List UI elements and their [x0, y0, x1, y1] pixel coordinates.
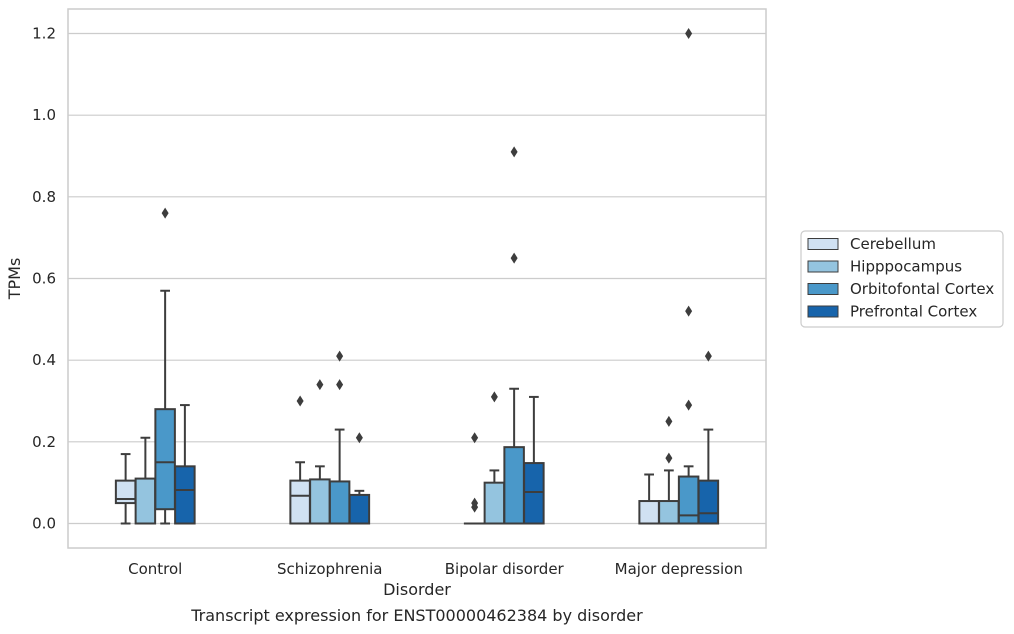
box-body [697, 479, 720, 525]
outlier-point [704, 350, 712, 362]
y-tick-label: 1.2 [32, 25, 56, 43]
outlier-point [510, 146, 518, 158]
y-axis-label: TPMs [5, 258, 24, 301]
box-orbitofontal-cortex [677, 28, 700, 525]
legend-swatch [807, 238, 839, 250]
box-body [658, 500, 680, 525]
x-tick-label: Schizophrenia [277, 560, 382, 578]
y-tick-label: 0.4 [32, 351, 56, 369]
box-prefrontal-cortex [523, 395, 545, 525]
box-body [638, 500, 660, 525]
box-hipppocampus [483, 391, 506, 525]
outlier-point [665, 415, 673, 427]
box-prefrontal-cortex [174, 404, 196, 525]
outlier-point [685, 28, 693, 39]
outlier-point [471, 432, 479, 444]
box-cerebellum [289, 395, 311, 525]
legend-label: Orbitofontal Cortex [850, 280, 994, 298]
legend-item: Hipppocampus [807, 258, 962, 276]
outlier-point [685, 399, 693, 411]
outlier-point [336, 379, 344, 391]
box-cerebellum [463, 432, 486, 525]
legend-label: Prefrontal Cortex [850, 303, 977, 321]
box-body [348, 493, 371, 525]
x-tick-label: Control [128, 560, 182, 578]
y-axis-ticks: 0.0 0.2 0.4 0.6 0.8 1.0 1.2 [32, 25, 56, 533]
legend-label: Hipppocampus [850, 258, 962, 276]
x-tick-label: Bipolar disorder [445, 560, 565, 578]
box-prefrontal-cortex [348, 432, 371, 525]
box-body [503, 446, 525, 525]
legend-item: Orbitofontal Cortex [807, 280, 994, 298]
plot-area-frame [67, 8, 767, 549]
y-tick-label: 0.8 [32, 188, 56, 206]
outlier-point [296, 395, 304, 407]
legend-swatch [807, 283, 839, 295]
y-tick-label: 0.2 [32, 433, 56, 451]
box-cerebellum [114, 453, 137, 525]
x-tick-label: Major depression [615, 560, 743, 578]
legend-frame [800, 230, 1004, 328]
outlier-point [665, 452, 673, 464]
outlier-point [336, 350, 344, 362]
box-orbitofontal-cortex [328, 350, 351, 525]
box-hipppocampus [658, 415, 680, 525]
box-body [154, 408, 176, 511]
box-orbitofontal-cortex [503, 146, 525, 525]
box-body [289, 479, 311, 525]
box-hipppocampus [134, 436, 157, 525]
outlier-point [316, 379, 324, 391]
box-plots [114, 28, 720, 525]
outlier-point [490, 391, 498, 403]
box-prefrontal-cortex [697, 350, 720, 525]
box-body [174, 465, 196, 525]
box-body [523, 462, 545, 525]
box-orbitofontal-cortex [154, 207, 176, 525]
outlier-point [355, 432, 363, 444]
x-axis-label: Disorder [383, 580, 451, 599]
box-body [134, 477, 157, 525]
outlier-point [161, 207, 169, 219]
legend-item: Prefrontal Cortex [807, 303, 977, 321]
outlier-point [471, 497, 479, 509]
box-cerebellum [638, 473, 660, 525]
y-tick-label: 0.6 [32, 270, 56, 288]
y-tick-label: 1.0 [32, 106, 56, 124]
y-tick-label: 0.0 [32, 515, 56, 533]
legend-swatch [807, 260, 839, 273]
box-hipppocampus [309, 379, 331, 525]
legend: Cerebellum Hipppocampus Orbitofontal Corte… [800, 230, 1004, 328]
box-body [309, 478, 331, 525]
x-axis-ticks: Control Schizophrenia Bipolar disorder Majo… [128, 560, 743, 578]
chart-caption: Transcript expression for ENST0000046238… [191, 606, 643, 625]
legend-swatch [807, 305, 839, 318]
box-body [483, 481, 506, 525]
outlier-point [685, 305, 693, 317]
legend-label: Cerebellum [850, 235, 936, 253]
outlier-point [510, 252, 518, 264]
legend-item: Cerebellum [807, 235, 936, 253]
box-body [677, 475, 700, 525]
box-body [328, 480, 351, 525]
